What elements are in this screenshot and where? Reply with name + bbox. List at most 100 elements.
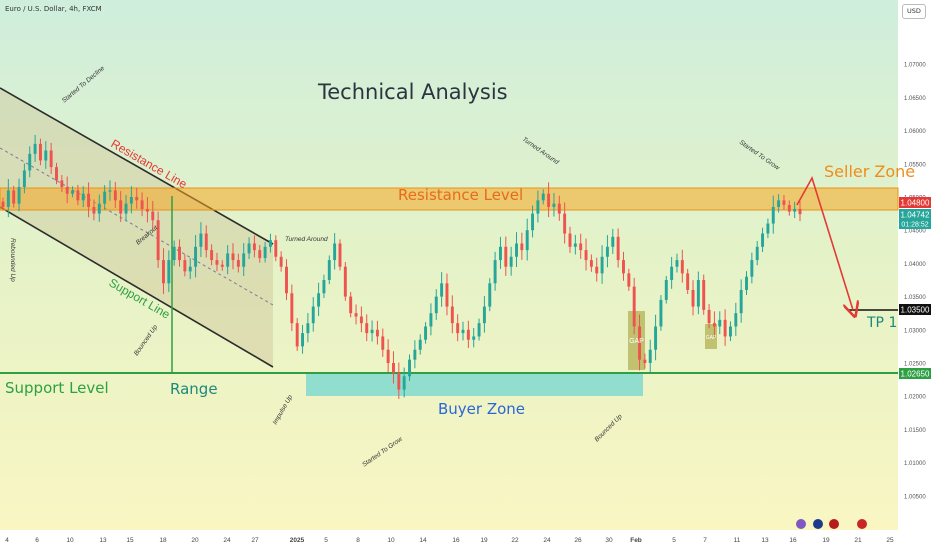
candle-body: [17, 187, 21, 204]
candle-body: [712, 323, 716, 327]
candle-body: [793, 208, 797, 212]
candle-body: [504, 246, 508, 267]
channel-support-line: [0, 206, 274, 368]
time-tick-label: 14: [419, 537, 427, 544]
time-tick-label: 26: [574, 537, 582, 544]
candle-body: [445, 283, 449, 307]
candle-body: [472, 336, 476, 340]
candle-body: [194, 246, 198, 267]
flag-icon-3[interactable]: [857, 519, 867, 529]
candle-body: [226, 253, 230, 267]
time-tick-label: 19: [480, 537, 488, 544]
rebounded-up-label: Rebounded Up: [9, 238, 16, 282]
candle-body: [680, 260, 684, 274]
candle-body: [520, 243, 524, 251]
candle-body: [295, 323, 299, 347]
candle-body: [6, 190, 10, 207]
flag-icon-1[interactable]: [813, 519, 823, 529]
candle-body: [12, 190, 16, 204]
candle-body: [418, 339, 422, 350]
candle-body: [739, 289, 743, 314]
candle-body: [595, 266, 599, 274]
time-tick-label: 27: [251, 537, 259, 544]
candle-body: [686, 273, 690, 290]
candle-body: [488, 283, 492, 307]
candle-body: [359, 316, 363, 324]
candle-body: [424, 326, 428, 340]
candle-body: [787, 204, 791, 212]
candle-body: [167, 260, 171, 284]
price-tick-label: 1.04500: [904, 229, 926, 235]
candle-body: [108, 190, 112, 192]
candle-body: [707, 309, 711, 324]
price-tick-label: 1.03000: [904, 328, 926, 334]
candle-body: [242, 253, 246, 267]
tp-price-tag: [899, 304, 931, 315]
candle-body: [605, 246, 609, 257]
candle-body: [579, 243, 583, 251]
candle-body: [370, 329, 374, 334]
candle-body: [220, 264, 224, 267]
candle-body: [311, 306, 315, 324]
candle-body: [766, 223, 770, 234]
candle-body: [236, 260, 240, 267]
candle-body: [349, 296, 353, 314]
price-tick-label: 1.01500: [904, 428, 926, 434]
time-tick-label: 8: [356, 537, 360, 544]
price-axis: 1.070001.065001.060001.055001.050001.045…: [904, 63, 926, 501]
buyer-zone-box: [306, 373, 643, 396]
price-tick-label: 1.02000: [904, 395, 926, 401]
candle-body: [28, 153, 32, 171]
candle-body: [493, 260, 497, 284]
symbol-label: Euro / U.S. Dollar, 4h, FXCM: [5, 5, 102, 13]
candle-body: [322, 280, 326, 294]
gap-label-1: GAP: [629, 338, 644, 345]
candle-body: [81, 193, 85, 201]
candle-body: [119, 200, 123, 214]
candle-body: [408, 359, 411, 377]
candle-body: [600, 256, 604, 274]
candle-body: [563, 213, 567, 234]
candle-body: [178, 246, 181, 261]
candle-body: [632, 286, 636, 327]
flag-icon-2[interactable]: [829, 519, 839, 529]
candle-body: [434, 296, 438, 314]
time-tick-label: 10: [387, 537, 395, 544]
time-axis: 4 6 10 13 15 18 20 24 27 2025 5 8 10 14 16 19 22 24 26 30 Fe…: [5, 537, 894, 544]
currency-button[interactable]: USD: [902, 4, 926, 19]
candle-body: [188, 266, 192, 272]
candle-body: [338, 243, 342, 267]
candle-body: [429, 313, 433, 327]
candle-body: [573, 243, 577, 247]
candle-body: [466, 329, 470, 340]
candle-body: [290, 293, 294, 324]
time-tick-label: 19: [822, 537, 830, 544]
candle-body: [659, 299, 663, 327]
lightning-icon[interactable]: [796, 519, 806, 529]
candle-body: [734, 313, 738, 327]
candle-body: [541, 193, 545, 201]
current-price-tag: [899, 209, 931, 229]
candle-body: [611, 236, 615, 247]
resistance-price-tag: [899, 197, 931, 208]
candle-body: [616, 236, 620, 261]
candle-body: [22, 170, 26, 188]
time-tick-label: 5: [672, 537, 676, 544]
candle-body: [268, 240, 272, 247]
price-tick-label: 1.07000: [904, 63, 926, 69]
price-tick-label: 1.01000: [904, 461, 926, 467]
time-tick-label: 13: [99, 537, 107, 544]
time-tick-label: 22: [511, 537, 519, 544]
candle-body: [60, 180, 64, 188]
time-tick-label: 4: [5, 537, 9, 544]
channel-midline: [0, 147, 274, 306]
candle-body: [648, 349, 652, 363]
time-tick-label: 20: [191, 537, 199, 544]
candle-body: [381, 336, 385, 350]
candle-body: [386, 349, 390, 363]
channel-resistance-line: [0, 87, 274, 245]
candle-body: [129, 197, 133, 204]
time-tick-label: 21: [854, 537, 862, 544]
